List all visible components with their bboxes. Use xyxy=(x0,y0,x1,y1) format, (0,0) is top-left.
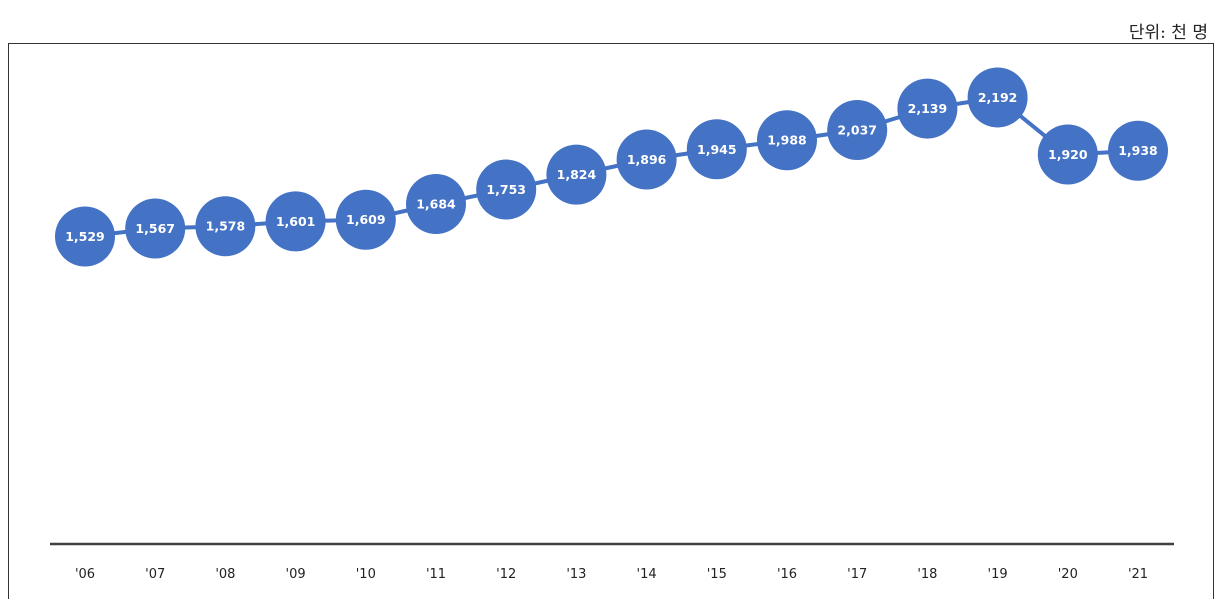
series-line xyxy=(84,95,1139,239)
x-tick-label: '14 xyxy=(637,567,657,582)
x-tick-label: '13 xyxy=(566,567,586,582)
x-tick-label: '09 xyxy=(286,567,306,582)
data-label: 1,529 xyxy=(65,229,105,244)
data-label: 1,945 xyxy=(697,142,737,157)
x-tick-label: '17 xyxy=(847,567,867,582)
data-label: 1,601 xyxy=(276,214,316,229)
data-point-marker xyxy=(55,206,115,267)
data-point-marker xyxy=(195,196,256,257)
x-tick-label: '10 xyxy=(356,567,376,582)
x-tick-label: '15 xyxy=(707,567,727,582)
data-label: 2,192 xyxy=(978,90,1018,105)
x-tick-label: '11 xyxy=(426,567,446,582)
data-point-marker xyxy=(125,198,186,259)
data-label: 1,938 xyxy=(1118,143,1158,158)
x-tick-label: '20 xyxy=(1058,567,1078,582)
data-label: 1,896 xyxy=(627,152,667,167)
chart-frame xyxy=(8,43,1214,599)
x-tick-label: '16 xyxy=(777,567,797,582)
data-label: 2,139 xyxy=(908,101,948,116)
data-point-marker xyxy=(1108,120,1168,181)
x-tick-label: '07 xyxy=(145,567,165,582)
data-point-marker xyxy=(265,191,326,252)
data-point-marker xyxy=(967,67,1028,128)
x-tick-label: '08 xyxy=(215,567,235,582)
data-point-marker xyxy=(1037,124,1098,185)
data-point-marker xyxy=(616,129,677,190)
data-point-marker xyxy=(757,110,817,171)
data-point-marker xyxy=(335,189,396,250)
data-label: 1,753 xyxy=(486,182,526,197)
x-tick-label: '12 xyxy=(496,567,516,582)
data-label: 1,988 xyxy=(767,133,807,148)
data-point-marker xyxy=(686,119,747,180)
data-point-marker xyxy=(827,99,888,160)
x-tick-label: '06 xyxy=(75,567,95,582)
x-tick-label: '19 xyxy=(988,567,1008,582)
data-label: 1,920 xyxy=(1048,147,1088,162)
x-tick-label: '21 xyxy=(1128,567,1148,582)
data-point-marker xyxy=(546,144,607,205)
data-label: 1,684 xyxy=(416,196,456,211)
data-label: 1,578 xyxy=(206,219,246,234)
data-point-marker xyxy=(476,159,537,220)
data-label: 1,609 xyxy=(346,212,386,227)
data-label: 1,824 xyxy=(557,167,597,182)
data-label: 2,037 xyxy=(837,122,877,137)
data-label: 1,567 xyxy=(135,221,175,236)
data-point-marker xyxy=(406,173,466,234)
unit-label: 단위: 천 명 xyxy=(1128,23,1208,43)
data-point-marker xyxy=(897,78,958,139)
x-tick-label: '18 xyxy=(917,567,937,582)
